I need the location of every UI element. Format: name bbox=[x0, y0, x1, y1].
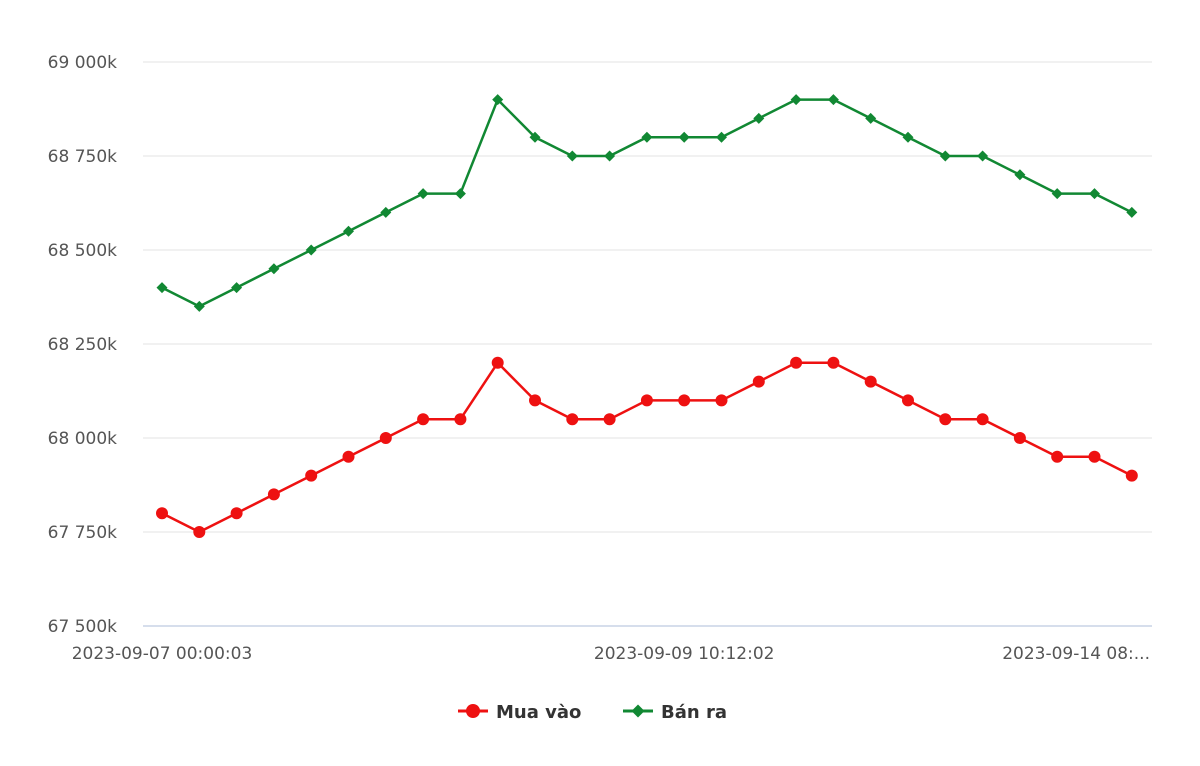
x-tick-label: 2023-09-09 10:12:02 bbox=[594, 644, 775, 664]
data-point[interactable] bbox=[566, 413, 579, 426]
data-point[interactable] bbox=[1089, 188, 1100, 200]
data-point[interactable] bbox=[603, 413, 616, 426]
legend[interactable]: Mua vào Bán ra bbox=[458, 702, 727, 723]
data-point[interactable] bbox=[715, 394, 728, 407]
legend-item-ban-ra[interactable]: Bán ra bbox=[623, 702, 727, 723]
data-point[interactable] bbox=[305, 469, 318, 482]
data-point[interactable] bbox=[342, 450, 355, 463]
data-point[interactable] bbox=[902, 394, 914, 407]
series-ban-ra[interactable] bbox=[156, 94, 1138, 312]
data-point[interactable] bbox=[1051, 188, 1063, 200]
y-tick-label: 68 500k bbox=[48, 241, 117, 261]
data-point[interactable] bbox=[1125, 469, 1138, 482]
y-axis-labels: 67 500k 67 750k 68 000k 68 250k 68 500k 68 75… bbox=[48, 53, 117, 637]
data-point[interactable] bbox=[790, 356, 803, 369]
legend-marker bbox=[466, 704, 480, 718]
data-point[interactable] bbox=[230, 507, 243, 520]
series-line bbox=[161, 361, 1133, 534]
x-tick-label: 2023-09-14 08:... bbox=[1002, 644, 1150, 664]
series-mua-vao[interactable] bbox=[156, 356, 1138, 538]
data-point[interactable] bbox=[193, 300, 205, 312]
data-point[interactable] bbox=[492, 94, 504, 106]
x-axis-labels: 2023-09-07 00:00:03 2023-09-09 10:12:02 20… bbox=[72, 644, 1150, 664]
data-point[interactable] bbox=[827, 356, 840, 369]
data-point[interactable] bbox=[678, 394, 691, 407]
data-point[interactable] bbox=[790, 94, 802, 106]
legend-label: Bán ra bbox=[661, 702, 727, 723]
data-point[interactable] bbox=[977, 150, 989, 162]
data-point[interactable] bbox=[343, 225, 354, 237]
data-point[interactable] bbox=[454, 413, 467, 426]
y-tick-label: 67 750k bbox=[48, 523, 117, 543]
data-point[interactable] bbox=[267, 488, 280, 501]
data-point[interactable] bbox=[1126, 206, 1138, 218]
data-point[interactable] bbox=[305, 244, 317, 256]
data-point[interactable] bbox=[156, 507, 168, 520]
legend-item-mua-vao[interactable]: Mua vào bbox=[458, 702, 581, 723]
x-tick-label: 2023-09-07 00:00:03 bbox=[72, 644, 253, 664]
data-point[interactable] bbox=[566, 150, 578, 162]
data-point[interactable] bbox=[939, 413, 952, 426]
data-point[interactable] bbox=[753, 112, 765, 124]
data-point[interactable] bbox=[231, 282, 243, 294]
series-line bbox=[161, 98, 1133, 308]
legend-marker bbox=[631, 704, 645, 718]
data-point[interactable] bbox=[417, 188, 429, 200]
data-point[interactable] bbox=[864, 375, 877, 388]
y-tick-label: 68 750k bbox=[48, 147, 117, 167]
data-point[interactable] bbox=[752, 375, 765, 388]
y-tick-label: 68 250k bbox=[48, 335, 117, 355]
data-point[interactable] bbox=[491, 356, 504, 369]
data-point[interactable] bbox=[380, 206, 392, 218]
data-point[interactable] bbox=[529, 394, 541, 407]
data-point[interactable] bbox=[640, 394, 653, 407]
y-tick-label: 69 000k bbox=[48, 53, 117, 73]
data-point[interactable] bbox=[156, 282, 168, 294]
y-tick-label: 67 500k bbox=[48, 617, 117, 637]
y-tick-label: 68 000k bbox=[48, 429, 117, 449]
data-point[interactable] bbox=[417, 413, 430, 426]
data-point[interactable] bbox=[716, 131, 727, 143]
grid bbox=[143, 61, 1152, 627]
data-point[interactable] bbox=[641, 131, 653, 143]
data-point[interactable] bbox=[827, 94, 839, 106]
data-point[interactable] bbox=[976, 413, 989, 426]
data-point[interactable] bbox=[865, 112, 877, 124]
data-point[interactable] bbox=[268, 263, 280, 275]
data-point[interactable] bbox=[193, 526, 206, 538]
data-point[interactable] bbox=[1014, 169, 1026, 181]
legend-label: Mua vào bbox=[496, 702, 581, 723]
data-point[interactable] bbox=[379, 432, 392, 444]
data-point[interactable] bbox=[454, 188, 466, 200]
data-point[interactable] bbox=[1013, 432, 1026, 444]
data-point[interactable] bbox=[1051, 450, 1064, 463]
data-point[interactable] bbox=[939, 150, 951, 162]
series bbox=[156, 94, 1138, 538]
data-point[interactable] bbox=[1088, 450, 1101, 463]
data-point[interactable] bbox=[529, 131, 541, 143]
data-point[interactable] bbox=[902, 131, 914, 143]
data-point[interactable] bbox=[604, 150, 616, 162]
data-point[interactable] bbox=[678, 131, 690, 143]
